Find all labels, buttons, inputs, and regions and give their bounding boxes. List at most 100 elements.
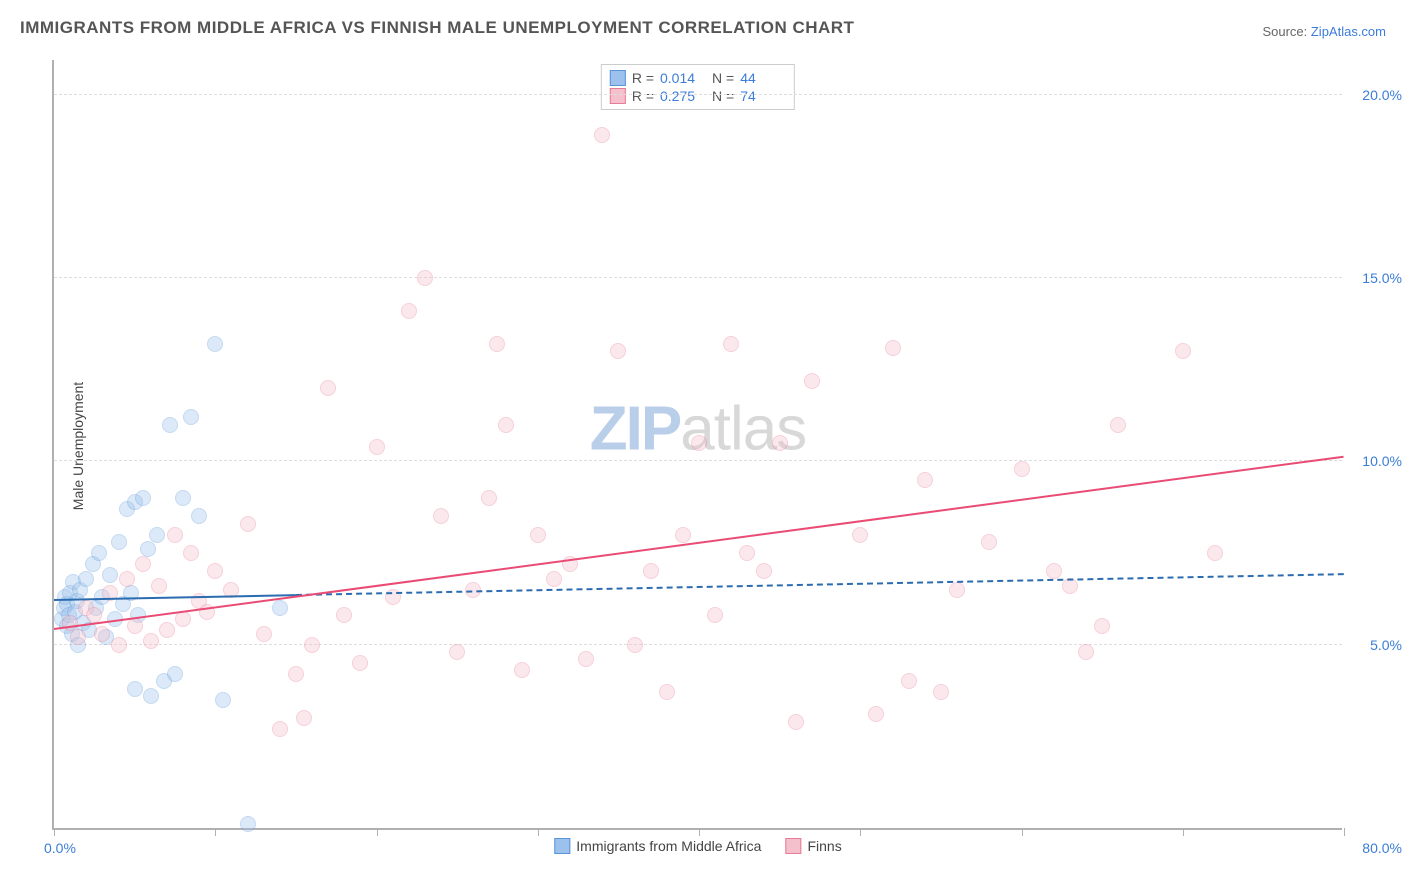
x-tick <box>215 828 216 836</box>
scatter-point-series-0 <box>162 417 178 433</box>
x-tick <box>1344 828 1345 836</box>
scatter-point-series-1 <box>1110 417 1126 433</box>
y-tick-label: 5.0% <box>1370 637 1402 653</box>
scatter-point-series-0 <box>102 567 118 583</box>
x-tick-label-min: 0.0% <box>44 840 76 856</box>
scatter-point-series-1 <box>723 336 739 352</box>
scatter-point-series-1 <box>489 336 505 352</box>
scatter-point-series-1 <box>1078 644 1094 660</box>
legend-swatch-1 <box>785 838 801 854</box>
scatter-point-series-1 <box>627 637 643 653</box>
x-tick <box>1022 828 1023 836</box>
n-value-0: 44 <box>740 70 786 86</box>
scatter-point-series-1 <box>530 527 546 543</box>
scatter-point-series-1 <box>1175 343 1191 359</box>
scatter-point-series-1 <box>151 578 167 594</box>
legend-item-0: Immigrants from Middle Africa <box>554 838 761 854</box>
scatter-point-series-0 <box>175 490 191 506</box>
scatter-point-series-1 <box>143 633 159 649</box>
scatter-point-series-1 <box>917 472 933 488</box>
scatter-point-series-1 <box>433 508 449 524</box>
scatter-point-series-1 <box>127 618 143 634</box>
scatter-point-series-0 <box>111 534 127 550</box>
scatter-point-series-1 <box>288 666 304 682</box>
scatter-point-series-1 <box>449 644 465 660</box>
n-value-1: 74 <box>740 88 786 104</box>
scatter-point-series-0 <box>91 545 107 561</box>
scatter-point-series-0 <box>143 688 159 704</box>
scatter-point-series-1 <box>417 270 433 286</box>
scatter-point-series-1 <box>401 303 417 319</box>
x-tick <box>699 828 700 836</box>
scatter-point-series-1 <box>578 651 594 667</box>
scatter-point-series-0 <box>149 527 165 543</box>
scatter-point-series-1 <box>804 373 820 389</box>
scatter-point-series-0 <box>127 681 143 697</box>
scatter-point-series-1 <box>159 622 175 638</box>
scatter-point-series-1 <box>949 582 965 598</box>
gridline <box>54 460 1342 461</box>
scatter-point-series-1 <box>304 637 320 653</box>
plot-area: ZIPatlas R = 0.014 N = 44 R = 0.275 N = … <box>52 60 1342 830</box>
source-attribution: Source: ZipAtlas.com <box>1262 24 1386 39</box>
gridline <box>54 644 1342 645</box>
scatter-point-series-1 <box>256 626 272 642</box>
r-value-1: 0.275 <box>660 88 706 104</box>
watermark: ZIPatlas <box>590 393 806 464</box>
scatter-point-series-0 <box>215 692 231 708</box>
scatter-point-series-0 <box>272 600 288 616</box>
n-label-1: N = <box>712 88 734 104</box>
legend-label-0: Immigrants from Middle Africa <box>576 838 761 854</box>
scatter-point-series-1 <box>610 343 626 359</box>
scatter-point-series-1 <box>691 435 707 451</box>
scatter-point-series-1 <box>901 673 917 689</box>
scatter-point-series-1 <box>94 626 110 642</box>
source-link[interactable]: ZipAtlas.com <box>1311 24 1386 39</box>
chart-title: IMMIGRANTS FROM MIDDLE AFRICA VS FINNISH… <box>20 18 854 38</box>
scatter-point-series-1 <box>594 127 610 143</box>
watermark-atlas: atlas <box>680 394 806 463</box>
source-prefix: Source: <box>1262 24 1310 39</box>
scatter-point-series-1 <box>352 655 368 671</box>
scatter-point-series-1 <box>320 380 336 396</box>
scatter-point-series-1 <box>739 545 755 561</box>
y-tick-label: 15.0% <box>1362 270 1402 286</box>
scatter-point-series-1 <box>514 662 530 678</box>
scatter-point-series-1 <box>885 340 901 356</box>
scatter-point-series-0 <box>183 409 199 425</box>
stats-row-0: R = 0.014 N = 44 <box>610 69 786 87</box>
scatter-point-series-1 <box>933 684 949 700</box>
gridline <box>54 94 1342 95</box>
scatter-point-series-1 <box>868 706 884 722</box>
r-value-0: 0.014 <box>660 70 706 86</box>
scatter-point-series-1 <box>207 563 223 579</box>
legend-item-1: Finns <box>785 838 841 854</box>
scatter-point-series-1 <box>772 435 788 451</box>
scatter-point-series-1 <box>788 714 804 730</box>
scatter-point-series-1 <box>272 721 288 737</box>
x-tick <box>1183 828 1184 836</box>
y-tick-label: 10.0% <box>1362 453 1402 469</box>
scatter-point-series-1 <box>336 607 352 623</box>
scatter-point-series-1 <box>659 684 675 700</box>
scatter-point-series-0 <box>191 508 207 524</box>
n-label-0: N = <box>712 70 734 86</box>
scatter-point-series-1 <box>167 527 183 543</box>
scatter-point-series-1 <box>70 629 86 645</box>
scatter-point-series-0 <box>135 490 151 506</box>
watermark-zip: ZIP <box>590 394 680 463</box>
scatter-point-series-1 <box>369 439 385 455</box>
scatter-point-series-1 <box>1207 545 1223 561</box>
scatter-point-series-1 <box>296 710 312 726</box>
x-tick <box>54 828 55 836</box>
r-label-0: R = <box>632 70 654 86</box>
chart-container: IMMIGRANTS FROM MIDDLE AFRICA VS FINNISH… <box>0 0 1406 892</box>
scatter-point-series-1 <box>240 516 256 532</box>
scatter-point-series-0 <box>140 541 156 557</box>
scatter-point-series-1 <box>111 637 127 653</box>
trend-line <box>54 456 1344 630</box>
scatter-point-series-0 <box>167 666 183 682</box>
x-tick <box>538 828 539 836</box>
scatter-point-series-0 <box>78 571 94 587</box>
scatter-point-series-1 <box>119 571 135 587</box>
